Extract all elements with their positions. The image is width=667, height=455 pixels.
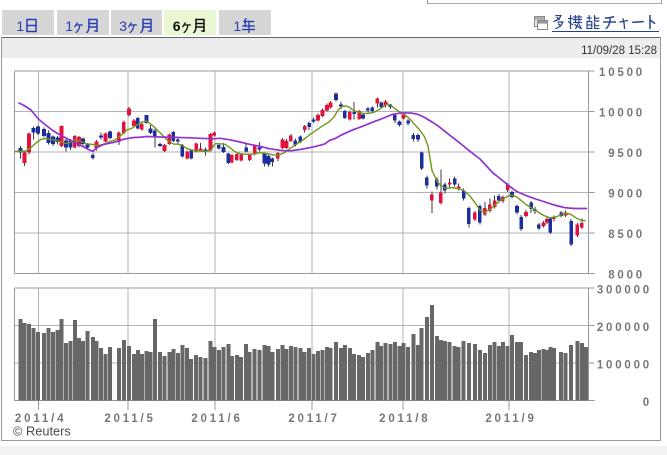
svg-text:10000: 10000	[599, 108, 645, 120]
svg-text:© Reuters: © Reuters	[13, 424, 71, 439]
svg-text:9500: 9500	[608, 148, 645, 160]
svg-text:8500: 8500	[608, 229, 645, 241]
svg-text:2011/9: 2011/9	[485, 413, 536, 425]
svg-text:2011/4: 2011/4	[15, 413, 66, 425]
svg-text:2011/8: 2011/8	[379, 413, 430, 425]
svg-text:2011/7: 2011/7	[288, 413, 339, 425]
svg-text:2011/5: 2011/5	[104, 413, 155, 425]
svg-text:0: 0	[643, 397, 652, 409]
svg-text:200000: 200000	[597, 322, 652, 334]
svg-text:100000: 100000	[597, 359, 652, 371]
svg-text:300000: 300000	[597, 285, 652, 297]
svg-text:9000: 9000	[608, 189, 645, 201]
svg-text:8000: 8000	[608, 270, 645, 282]
svg-text:10500: 10500	[599, 67, 645, 79]
svg-text:2011/6: 2011/6	[191, 413, 242, 425]
